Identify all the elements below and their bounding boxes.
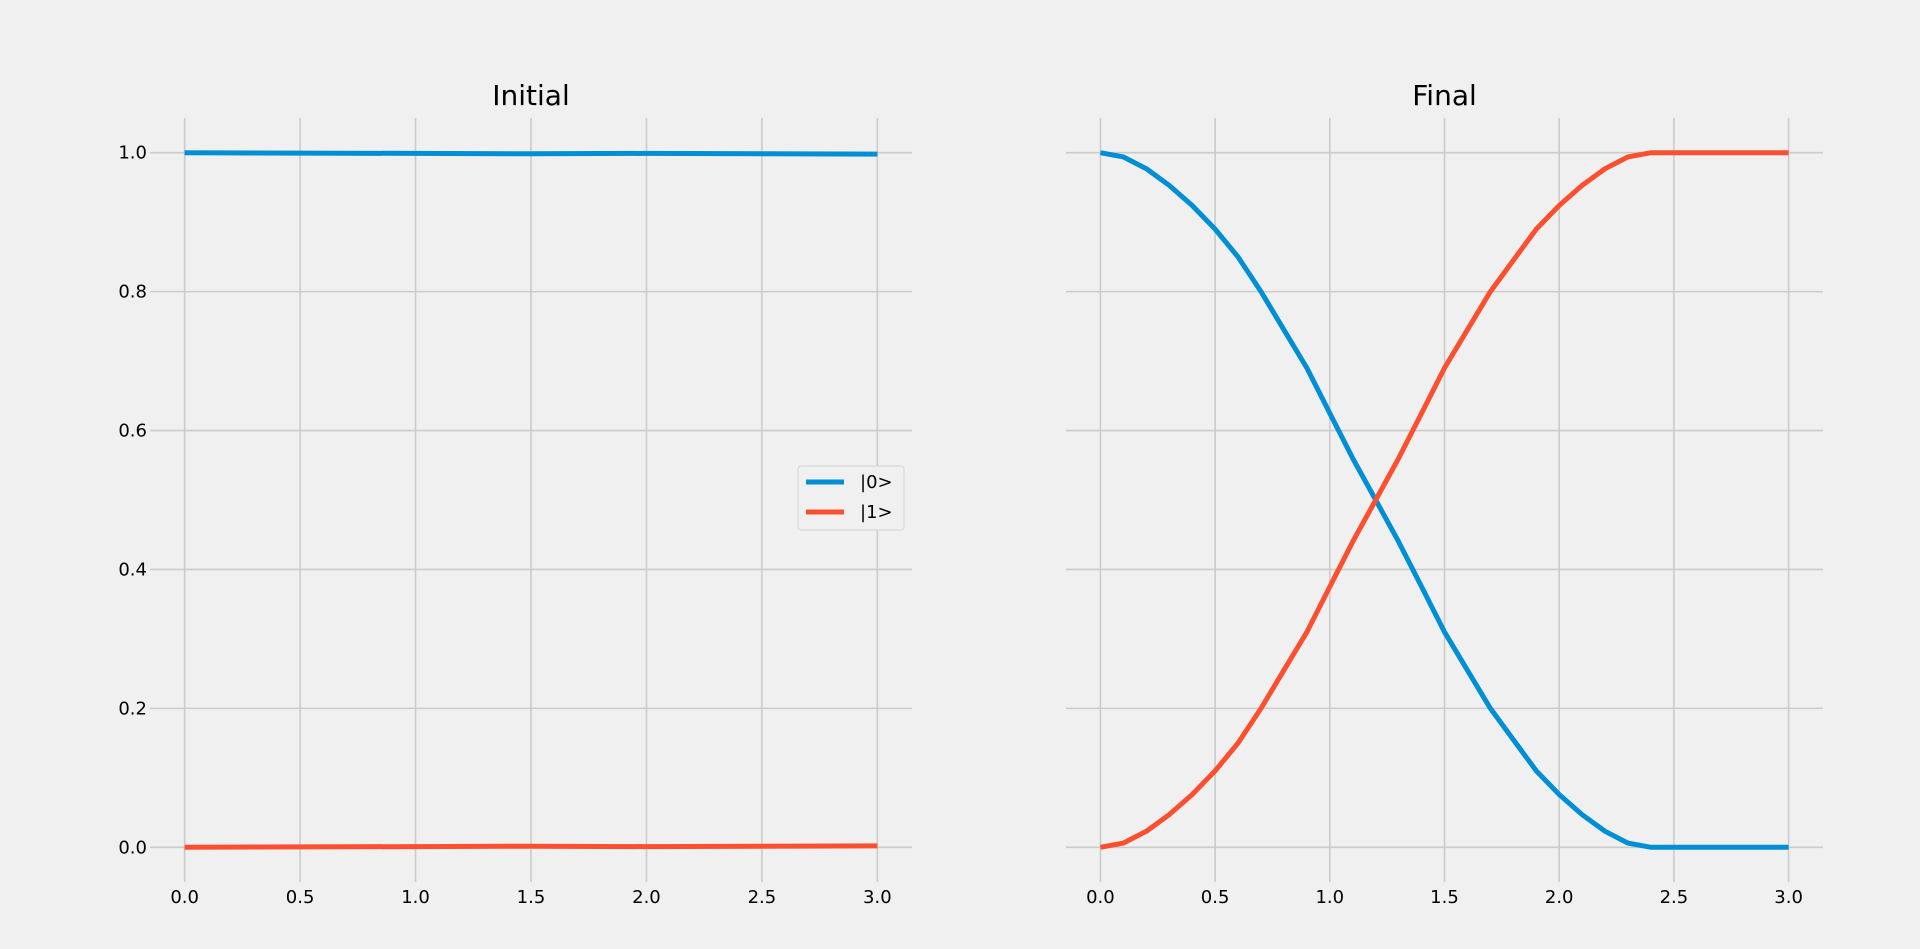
x-tick-label: 1.5 [517,887,546,908]
legend-label: |1> [860,502,893,523]
y-tick-label: 0.2 [118,698,147,719]
y-tick-label: 0.6 [118,421,147,442]
x-tick-label: 1.5 [1430,887,1459,908]
x-tick-label: 2.0 [632,887,661,908]
final-panel: Final 0.0 0.5 1.0 1.5 2.0 2.5 3.0 [1066,79,1823,908]
x-tick-label: 0.5 [286,887,315,908]
series-line-state-0 [1099,150,1789,850]
x-tick-label: 0.0 [1086,887,1115,908]
chart-title: Final [1412,79,1477,112]
chart-title: Initial [492,79,569,112]
x-tick-label: 2.0 [1545,887,1574,908]
series-line-state-1 [1099,150,1789,850]
x-tick-label: 1.0 [1315,887,1344,908]
initial-panel: Initial 0.0 0.5 1.0 1.5 2.0 2.5 3.0 0.0 0.2 0.4 0.6… [118,79,912,908]
series-line-state-0 [184,150,878,157]
y-tick-label: 0.8 [118,282,147,303]
x-tick-label: 3.0 [1774,887,1803,908]
x-tick-label: 2.5 [748,887,777,908]
series-line-state-1 [184,843,878,850]
y-tick-label: 0.4 [118,559,147,580]
legend-label: |0> [860,472,893,493]
x-tick-label: 2.5 [1660,887,1689,908]
legend: |0>|1> [797,465,905,531]
y-tick-label: 0.0 [118,837,147,858]
x-tick-label: 1.0 [401,887,430,908]
x-tick-label: 3.0 [863,887,892,908]
x-tick-label: 0.0 [170,887,199,908]
x-tick-label: 0.5 [1201,887,1230,908]
y-tick-label: 1.0 [118,143,147,164]
